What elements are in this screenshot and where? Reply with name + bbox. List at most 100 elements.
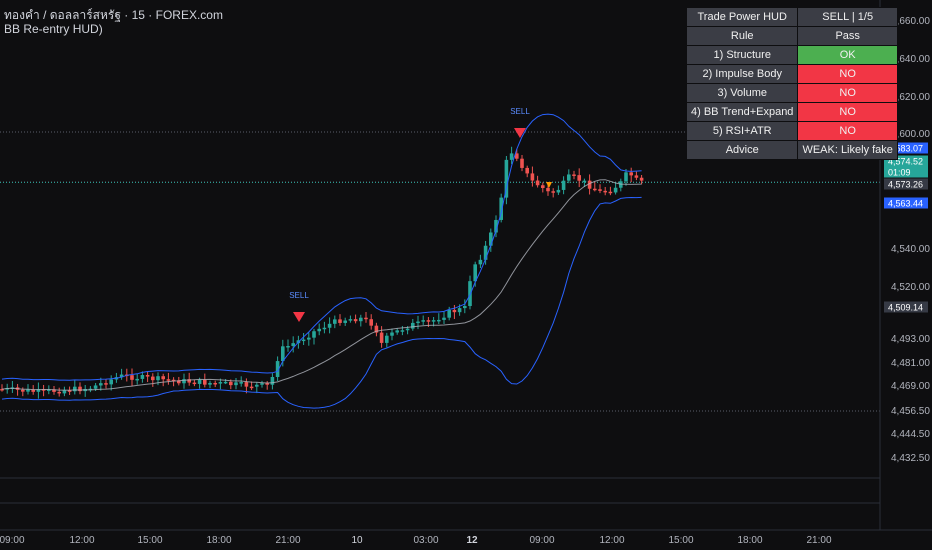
candle-body xyxy=(218,382,223,384)
hud-col-pass: Pass xyxy=(797,26,898,46)
candle-body xyxy=(593,188,597,191)
candle-body xyxy=(535,180,540,186)
hud-pass-1: OK xyxy=(797,45,898,65)
y-axis-label: 4,520.00 xyxy=(891,282,930,293)
candle-body xyxy=(379,332,384,343)
candle-body xyxy=(452,309,457,313)
hud-pass-2: NO xyxy=(797,64,898,84)
candle-body xyxy=(421,320,425,322)
candle-body xyxy=(587,180,592,189)
candle-body xyxy=(140,375,145,379)
chart-title: ทองคำ / ดอลลาร์สหรัฐ · 15 · FOREX.com xyxy=(4,8,223,22)
candle-body xyxy=(208,382,212,385)
candle-body xyxy=(489,232,493,246)
candle-body xyxy=(343,320,347,323)
x-axis-label: 09:00 xyxy=(0,535,25,546)
candle-body xyxy=(0,389,4,391)
candle-body xyxy=(385,335,389,343)
hud-col-rule: Rule xyxy=(685,26,799,46)
candle-body xyxy=(541,185,545,189)
y-axis-label: 4,640.00 xyxy=(891,54,930,65)
candle-body xyxy=(390,332,394,336)
bb-lower-band xyxy=(1,196,642,409)
candle-body xyxy=(73,386,77,392)
candle-body xyxy=(624,172,628,182)
candle-body xyxy=(327,323,332,328)
candle-body xyxy=(551,191,555,193)
x-axis-label: 12:00 xyxy=(69,535,94,546)
candle-body xyxy=(483,245,488,260)
sell-signal-label: SELL xyxy=(289,291,309,300)
candle-body xyxy=(603,190,607,193)
y-axis-label: 4,456.50 xyxy=(891,406,930,417)
candle-body xyxy=(447,309,451,318)
candle-body xyxy=(156,376,160,381)
price-tag-label: 4,583.07 xyxy=(888,144,923,154)
candle-body xyxy=(520,158,524,168)
candle-body xyxy=(598,189,602,191)
hud-title: Trade Power HUD xyxy=(685,7,799,27)
candle-body xyxy=(411,322,415,329)
candle-body xyxy=(634,175,639,178)
y-axis-label: 4,620.00 xyxy=(891,92,930,103)
candle-body xyxy=(546,188,550,192)
candle-body xyxy=(431,320,436,322)
candle-body xyxy=(31,389,35,392)
candle-body xyxy=(369,319,373,326)
candle-body xyxy=(52,389,56,392)
price-tag-box xyxy=(884,142,928,154)
pullback-marker xyxy=(546,182,552,188)
candle-body xyxy=(151,376,155,381)
bb-basis-line xyxy=(1,179,642,391)
x-axis-label: 21:00 xyxy=(275,535,300,546)
candle-body xyxy=(130,375,134,380)
candle-body xyxy=(21,389,25,392)
price-tag-label: 4,573.26 xyxy=(888,180,923,190)
price-tag-label: 4,574.52 xyxy=(888,157,923,167)
candle-body xyxy=(437,319,441,322)
candle-body xyxy=(494,219,498,233)
candle-body xyxy=(145,375,150,377)
candle-body xyxy=(567,174,571,181)
candle-body xyxy=(161,376,165,380)
y-axis-label: 4,660.00 xyxy=(891,16,930,27)
x-axis-label: 15:00 xyxy=(137,535,162,546)
candle-body xyxy=(499,197,503,220)
candle-body xyxy=(426,320,431,322)
x-axis-label: 12 xyxy=(466,535,478,546)
candle-body xyxy=(213,382,217,385)
y-axis-label: 4,432.50 xyxy=(891,453,930,464)
candle-body xyxy=(291,343,295,346)
candle-body xyxy=(405,328,410,331)
x-axis-label: 21:00 xyxy=(806,535,831,546)
candle-body xyxy=(177,380,181,384)
price-tag-box xyxy=(884,197,928,209)
candle-body xyxy=(333,319,337,324)
candle-body xyxy=(639,177,644,181)
price-tag-box xyxy=(884,301,928,313)
hud-rule-2: 2) Impulse Body xyxy=(685,64,799,84)
x-axis-label: 10 xyxy=(351,535,363,546)
price-tag-label: 4,509.14 xyxy=(888,303,923,313)
candle-body xyxy=(197,379,202,384)
y-axis-label: 4,493.00 xyxy=(891,334,930,345)
hud-rule-3: 3) Volume xyxy=(685,83,799,103)
candle-body xyxy=(556,189,561,193)
candle-body xyxy=(504,159,509,198)
y-axis-label: 4,540.00 xyxy=(891,244,930,255)
y-axis-label: 4,481.00 xyxy=(891,358,930,369)
candle-body xyxy=(281,346,285,362)
candle-body xyxy=(374,325,379,333)
candle-body xyxy=(270,376,275,385)
candle-body xyxy=(442,317,446,320)
candle-body xyxy=(244,382,249,387)
candle-body xyxy=(275,361,280,377)
hud-advice-label: Advice xyxy=(685,140,799,160)
hud-pass-3: NO xyxy=(797,83,898,103)
candle-body xyxy=(57,391,61,394)
candle-body xyxy=(93,385,98,389)
candle-body xyxy=(249,386,254,389)
hud-pass-5: NO xyxy=(797,121,898,141)
y-axis-label: 4,600.00 xyxy=(891,129,930,140)
